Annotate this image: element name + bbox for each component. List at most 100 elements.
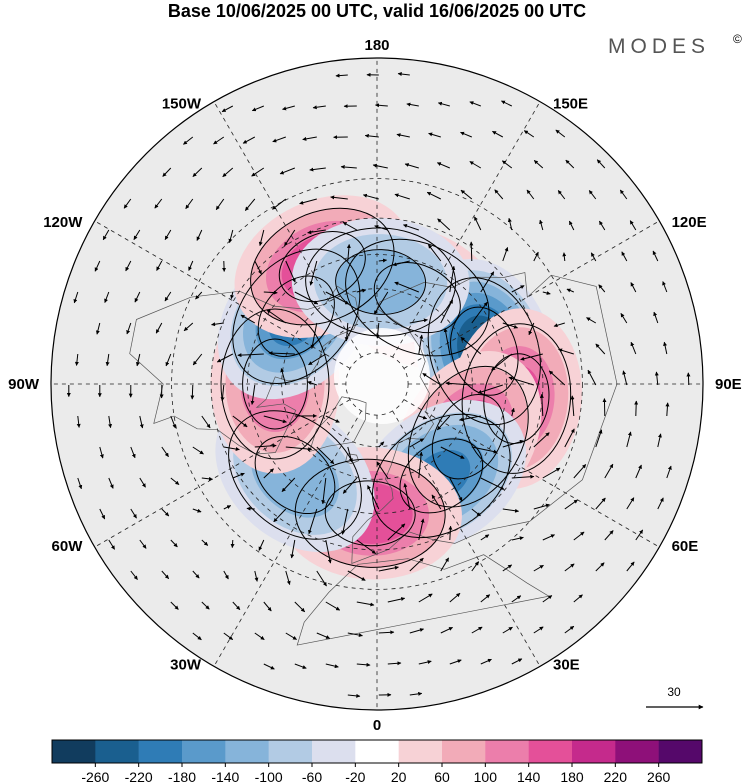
wind-vector [310, 322, 318, 349]
wind-vector [325, 539, 332, 564]
wind-vector [558, 348, 574, 355]
wind-vector [511, 474, 535, 479]
colorbar-swatch [182, 740, 226, 763]
wind-vector [635, 464, 642, 479]
wind-vector [356, 288, 367, 293]
reference-vector-label: 30 [667, 685, 681, 699]
wind-vector [663, 341, 668, 355]
wind-vector [376, 461, 389, 479]
height-contour [345, 238, 490, 357]
wind-vector [596, 159, 606, 169]
wind-vector [662, 281, 668, 293]
wind-vector [95, 322, 101, 335]
wind-vector [192, 570, 200, 579]
wind-vector [460, 336, 482, 355]
wind-vector [347, 693, 361, 698]
wind-vector [564, 625, 575, 634]
wind-vector [164, 229, 172, 240]
wind-vector [440, 446, 465, 459]
wind-vector [629, 220, 637, 231]
wind-vector [263, 663, 275, 670]
wind-vector [426, 191, 442, 200]
wind-vector [469, 161, 482, 169]
wind-vector [657, 433, 662, 448]
lon-label-150e: 150E [553, 95, 588, 112]
colorbar-swatch [528, 740, 573, 763]
wind-vector [480, 594, 491, 603]
wind-vector [223, 505, 232, 510]
wind-vector [285, 446, 313, 452]
wind-vector [565, 159, 575, 169]
height-contour [257, 275, 335, 358]
wind-vector [299, 198, 317, 205]
wind-vector [440, 299, 454, 324]
colorbar-tick-label: 180 [560, 769, 584, 783]
wind-vector [254, 632, 265, 641]
wind-vector [428, 132, 441, 138]
wind-vector [201, 539, 209, 546]
wind-vector [471, 561, 480, 572]
reference-vector: 30 [646, 685, 704, 710]
wind-vector [308, 353, 327, 366]
wind-vector [165, 353, 172, 367]
wind-vector [285, 570, 291, 585]
wind-vector [445, 381, 472, 386]
wind-vector [342, 221, 358, 231]
wind-vector [374, 224, 388, 231]
wind-vector [201, 601, 210, 610]
meridian-line [94, 220, 351, 369]
wind-vector [170, 601, 179, 610]
lon-label-30e: 30E [553, 657, 580, 674]
wind-vector [387, 597, 406, 603]
wind-vector [347, 446, 353, 463]
colorbar-tick-label: 220 [604, 769, 628, 783]
wind-vector [316, 632, 331, 639]
wind-vector [73, 291, 79, 304]
colorbar-swatch [572, 740, 616, 763]
wind-vector [378, 441, 385, 448]
modes-brand-mark: © [733, 32, 742, 46]
wind-vector [657, 497, 664, 510]
lon-label-120w: 120W [43, 214, 83, 231]
wind-vector [652, 250, 659, 262]
wind-vector [201, 415, 211, 429]
wind-vector [480, 534, 490, 541]
wind-vector [542, 595, 553, 603]
wind-vector [170, 477, 180, 485]
wind-vector [309, 260, 318, 286]
wind-vector [250, 384, 256, 405]
wind-vector [237, 353, 264, 358]
wind-vector [507, 217, 513, 231]
wind-vector [272, 136, 286, 143]
wind-vector [302, 136, 317, 141]
wind-vector [595, 562, 605, 572]
wind-vector [356, 601, 375, 607]
wind-vector [630, 282, 637, 293]
wind-vector [192, 167, 203, 177]
wind-vector [501, 160, 513, 169]
wind-vector [471, 626, 483, 634]
wind-vector [228, 229, 234, 243]
wind-vector [460, 131, 472, 138]
wind-vector [566, 288, 574, 293]
wind-vector [665, 402, 670, 417]
colorbar-swatch [138, 740, 183, 763]
wind-vector [418, 415, 428, 420]
wind-vector [290, 539, 296, 559]
wind-vector [266, 309, 287, 324]
wind-vector [511, 595, 522, 603]
colorbar-swatch [615, 740, 659, 763]
wind-vector [161, 570, 170, 580]
wind-vector [630, 341, 637, 355]
wind-vector [321, 477, 327, 505]
wind-vector [230, 539, 235, 548]
colorbar-tick-label: -260 [81, 769, 109, 783]
colorbar-tick-label: 60 [434, 769, 450, 783]
wind-vector [595, 343, 606, 355]
wind-vector [341, 508, 349, 535]
colorbar-swatch [442, 740, 486, 763]
wind-vectors [66, 72, 691, 698]
wind-vector [449, 659, 462, 665]
wind-vector [528, 322, 535, 336]
wind-vector [548, 370, 566, 386]
